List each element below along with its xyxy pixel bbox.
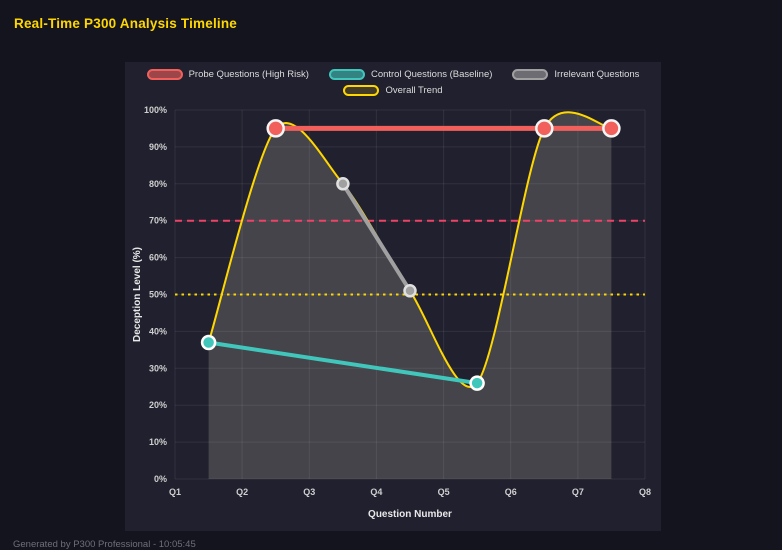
y-tick-labels: 0% 10% 20% 30% 40% 50% 60% 70% 80% 90% 100% — [144, 105, 167, 484]
control-swatch-icon — [328, 69, 365, 80]
legend-item-irrelevant[interactable]: Irrelevant Questions — [512, 69, 639, 80]
legend-label-trend: Overall Trend — [385, 85, 443, 96]
data-point-series-0[interactable] — [266, 119, 285, 138]
x-tick-labels: Q1 Q2 Q3 Q4 Q5 Q6 Q7 Q8 — [169, 487, 651, 497]
data-point-series-1[interactable] — [200, 334, 217, 351]
svg-text:Q6: Q6 — [505, 487, 517, 497]
trend-swatch-icon — [343, 85, 380, 96]
probe-swatch-icon — [146, 69, 183, 80]
x-axis-title: Question Number — [368, 509, 452, 520]
data-point-series-0[interactable] — [602, 119, 621, 138]
svg-text:60%: 60% — [149, 253, 167, 263]
svg-text:10%: 10% — [149, 437, 167, 447]
p300-timeline-plot: 0%10%20%30%40%50%60%70%80%90%100%Q1 Q2 Q3 Q… — [132, 105, 651, 520]
svg-text:Q7: Q7 — [572, 487, 584, 497]
data-point-series-1[interactable] — [469, 375, 485, 391]
svg-text:40%: 40% — [149, 326, 167, 336]
svg-text:20%: 20% — [149, 400, 167, 410]
series-line-1 — [206, 340, 480, 386]
svg-text:80%: 80% — [149, 179, 167, 189]
svg-text:Q3: Q3 — [303, 487, 315, 497]
legend-row-2: Overall Trend — [343, 85, 443, 96]
legend-item-probe[interactable]: Probe Questions (High Risk) — [146, 69, 309, 80]
svg-text:Q2: Q2 — [236, 487, 248, 497]
legend-row-1: Probe Questions (High Risk) Control Ques… — [146, 69, 639, 80]
svg-text:0%: 0% — [154, 474, 167, 484]
series-line-2 — [340, 181, 412, 293]
legend-label-control: Control Questions (Baseline) — [370, 69, 493, 80]
svg-text:90%: 90% — [149, 142, 167, 152]
legend-item-trend[interactable]: Overall Trend — [343, 85, 443, 96]
svg-text:Q5: Q5 — [438, 487, 450, 497]
data-point-series-2[interactable] — [336, 177, 350, 191]
svg-text:50%: 50% — [149, 290, 167, 300]
generated-footer: Generated by P300 Professional - 10:05:4… — [13, 539, 196, 550]
svg-text:30%: 30% — [149, 363, 167, 373]
page-title: Real-Time P300 Analysis Timeline — [14, 16, 238, 31]
svg-text:Q8: Q8 — [639, 487, 651, 497]
legend-label-irrelevant: Irrelevant Questions — [554, 69, 640, 80]
chart-panel: Probe Questions (High Risk) Control Ques… — [125, 62, 661, 531]
irrelevant-swatch-icon — [512, 69, 549, 80]
svg-text:Q4: Q4 — [370, 487, 382, 497]
legend-item-control[interactable]: Control Questions (Baseline) — [328, 69, 493, 80]
data-point-series-0[interactable] — [535, 119, 554, 138]
svg-text:100%: 100% — [144, 105, 167, 115]
y-axis-title: Deception Level (%) — [132, 247, 143, 342]
data-point-series-2[interactable] — [403, 284, 417, 298]
svg-text:70%: 70% — [149, 216, 167, 226]
chart-legend: Probe Questions (High Risk) Control Ques… — [125, 69, 661, 96]
svg-text:Q1: Q1 — [169, 487, 181, 497]
legend-label-probe: Probe Questions (High Risk) — [188, 69, 309, 80]
